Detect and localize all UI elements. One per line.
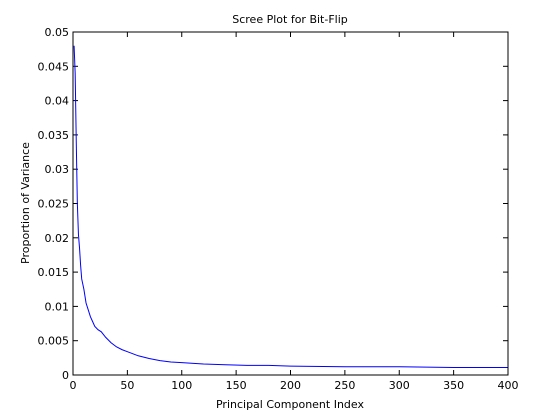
x-tick-label: 400 [498, 379, 519, 392]
y-tick-label: 0 [62, 369, 69, 382]
x-tick-label: 300 [389, 379, 410, 392]
x-tick-label: 100 [171, 379, 192, 392]
y-tick-label: 0.035 [38, 129, 70, 142]
y-tick-label: 0.04 [45, 95, 70, 108]
y-tick-label: 0.05 [45, 26, 70, 39]
y-tick-label: 0.01 [45, 300, 70, 313]
x-tick-label: 0 [70, 379, 77, 392]
y-tick-label: 0.005 [38, 335, 70, 348]
x-tick-label: 350 [443, 379, 464, 392]
y-tick-label: 0.015 [38, 266, 70, 279]
plot-area [73, 32, 508, 375]
x-axis-label: Principal Component Index [216, 398, 365, 411]
y-tick-label: 0.025 [38, 198, 70, 211]
chart-title: Scree Plot for Bit-Flip [232, 13, 348, 26]
x-tick-label: 200 [280, 379, 301, 392]
x-tick-label: 250 [334, 379, 355, 392]
y-tick-label: 0.045 [38, 60, 70, 73]
x-tick-label: 50 [120, 379, 134, 392]
y-tick-label: 0.02 [45, 232, 70, 245]
x-tick-label: 150 [226, 379, 247, 392]
y-tick-label: 0.03 [45, 163, 70, 176]
y-axis-label: Proportion of Variance [19, 142, 32, 264]
